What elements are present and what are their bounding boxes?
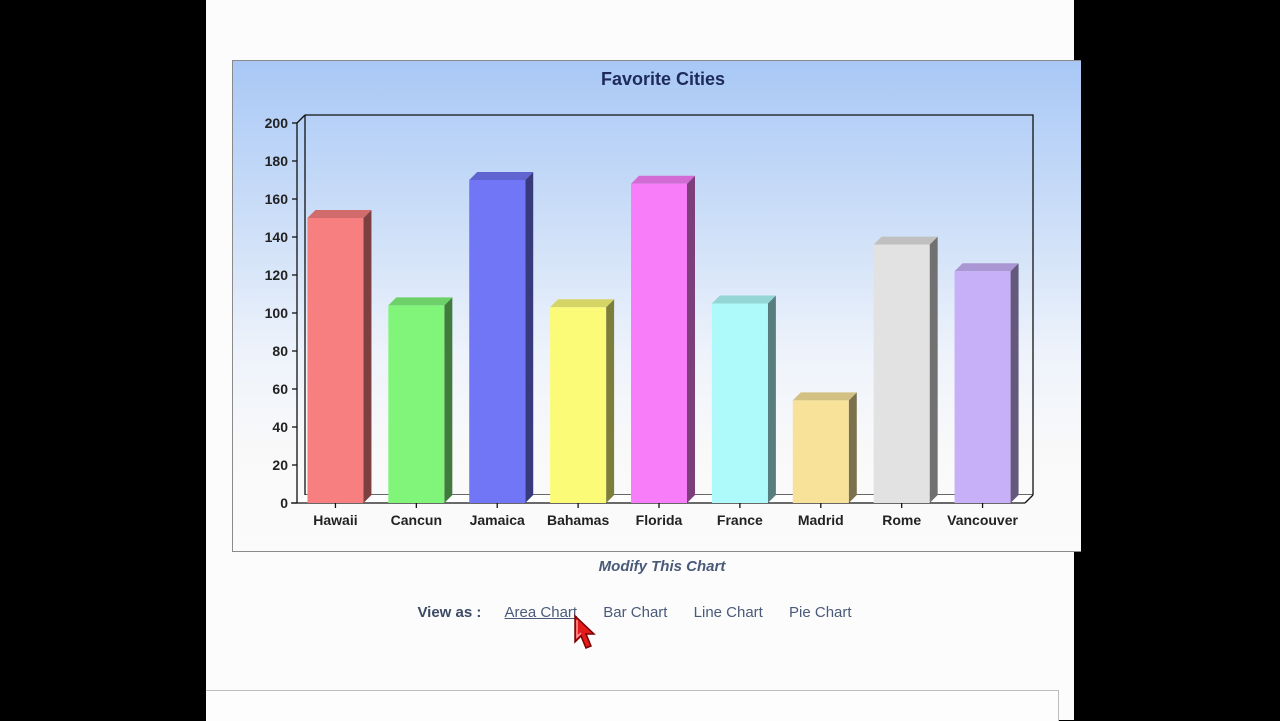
- bar-side: [606, 299, 615, 503]
- x-tick-label: Florida: [636, 512, 683, 528]
- x-tick-label: Vancouver: [947, 512, 1018, 528]
- bar-florida: [631, 175, 695, 504]
- y-tick-label: 180: [265, 153, 289, 169]
- chart-container: Favorite Cities 0 20 40 60 80 100 120 140 160 180…: [232, 60, 1081, 552]
- bar-chart-plot: 0 20 40 60 80 100 120 140 160 180 200 Hawaii Cancun J…: [265, 114, 1034, 528]
- view-as-label: View as :: [417, 604, 482, 621]
- bar-chart-link[interactable]: Bar Chart: [603, 604, 668, 621]
- bar-side: [444, 297, 453, 503]
- bar-top: [307, 210, 372, 218]
- bar-rome: [873, 236, 938, 503]
- bar-jamaica: [469, 172, 534, 503]
- view-as-bar: View as : Area Chart Bar Chart Line Char…: [0, 604, 1280, 621]
- x-tick-label: France: [717, 512, 763, 528]
- bar-top: [631, 175, 695, 184]
- y-tick-label: 20: [272, 457, 288, 473]
- y-axis-top: [296, 114, 306, 124]
- bar-side: [1010, 263, 1019, 503]
- bar-top: [954, 263, 1019, 272]
- bar-vancouver: [954, 263, 1019, 503]
- chart-title: Favorite Cities: [600, 69, 726, 89]
- y-tick-label: 160: [265, 191, 289, 207]
- y-tick-label: 120: [265, 267, 289, 283]
- bar-front: [388, 305, 445, 503]
- y-tick-label: 200: [265, 115, 289, 131]
- bar-side: [929, 236, 938, 503]
- y-tick-label: 140: [265, 229, 289, 245]
- bar-side: [363, 210, 372, 503]
- bar-front: [469, 180, 526, 503]
- bar-top: [873, 236, 938, 245]
- line-chart-link[interactable]: Line Chart: [693, 604, 763, 621]
- modify-chart-link[interactable]: Modify This Chart: [598, 558, 726, 575]
- y-tick-label: 100: [265, 305, 289, 321]
- x-tick-label: Rome: [882, 512, 921, 528]
- y-tick-label: 40: [272, 419, 288, 435]
- bar-side: [525, 172, 534, 503]
- x-tick-label: Bahamas: [547, 512, 609, 528]
- bar-hawaii: [307, 210, 372, 503]
- mouse-pointer-icon: [574, 614, 596, 649]
- bar-side: [687, 175, 695, 504]
- bar-france: [711, 295, 776, 503]
- bar-top: [550, 299, 615, 308]
- x-tick-label: Hawaii: [313, 512, 357, 528]
- bar-front: [550, 307, 607, 503]
- bar-top: [711, 295, 776, 304]
- bar-front: [631, 183, 687, 504]
- x-tick-label: Jamaica: [470, 512, 525, 528]
- pie-chart-link[interactable]: Pie Chart: [789, 604, 852, 621]
- bottom-panel: [206, 690, 1059, 721]
- plot-back-frame: [305, 114, 1034, 495]
- bar-front: [954, 271, 1011, 503]
- x-tick-label: Madrid: [798, 512, 844, 528]
- bar-front: [711, 303, 768, 503]
- y-tick-label: 60: [272, 381, 288, 397]
- bar-top: [469, 172, 534, 180]
- y-tick-label: 0: [280, 495, 288, 511]
- bar-side: [848, 392, 857, 503]
- bar-bahamas: [550, 299, 615, 503]
- y-tick-label: 80: [272, 343, 288, 359]
- x-tick-label: Cancun: [391, 512, 442, 528]
- bar-front: [792, 400, 849, 503]
- bar-front: [307, 218, 364, 503]
- x-axis-end: [1024, 494, 1034, 504]
- bar-side: [767, 295, 776, 503]
- bar-top: [792, 392, 857, 401]
- bar-top: [388, 297, 453, 306]
- bar-madrid: [792, 392, 857, 503]
- area-chart-link[interactable]: Area Chart: [504, 604, 578, 621]
- bar-front: [873, 244, 930, 503]
- bar-cancun: [388, 297, 453, 503]
